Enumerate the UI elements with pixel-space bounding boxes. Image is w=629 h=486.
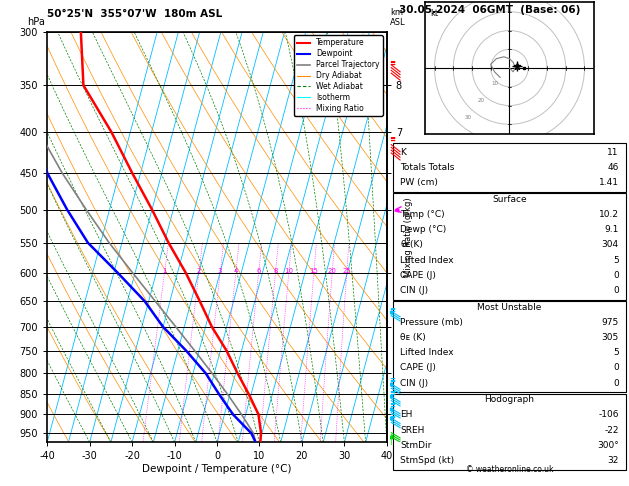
Text: 46: 46 [608,163,619,172]
Text: CAPE (J): CAPE (J) [400,271,436,280]
Text: |: | [390,436,393,445]
Text: LCL: LCL [394,436,409,445]
Text: 8: 8 [273,268,277,274]
Text: StmDir: StmDir [400,441,431,450]
Text: 15: 15 [309,268,318,274]
Text: ━: ━ [390,415,394,421]
Text: Lifted Index: Lifted Index [400,348,454,357]
Text: ◄: ◄ [393,205,399,214]
Text: SREH: SREH [400,426,425,434]
Legend: Temperature, Dewpoint, Parcel Trajectory, Dry Adiabat, Wet Adiabat, Isotherm, Mi: Temperature, Dewpoint, Parcel Trajectory… [294,35,383,116]
Text: 5: 5 [613,348,619,357]
Text: Lifted Index: Lifted Index [400,256,454,265]
Text: 9.1: 9.1 [604,226,619,234]
Text: 25: 25 [342,268,351,274]
Text: -106: -106 [598,411,619,419]
Text: © weatheronline.co.uk: © weatheronline.co.uk [465,465,554,474]
Text: 20: 20 [328,268,337,274]
Text: ━: ━ [390,412,394,418]
Text: θᴇ (K): θᴇ (K) [400,333,426,342]
Text: km
ASL: km ASL [390,8,406,28]
Text: CIN (J): CIN (J) [400,286,428,295]
Text: ━: ━ [390,391,394,398]
Text: 10: 10 [284,268,293,274]
Text: ━: ━ [390,59,394,65]
Text: Pressure (mb): Pressure (mb) [400,318,463,327]
Text: 975: 975 [601,318,619,327]
Text: 300°: 300° [597,441,619,450]
Text: ━: ━ [390,378,394,383]
Text: CAPE (J): CAPE (J) [400,364,436,372]
Text: Most Unstable: Most Unstable [477,303,542,312]
Text: 1.41: 1.41 [599,178,619,187]
Text: 0: 0 [613,364,619,372]
Text: 20: 20 [478,98,485,103]
Text: 32: 32 [608,456,619,465]
Text: Hodograph: Hodograph [484,395,535,404]
Text: 30.05.2024  06GMT  (Base: 06): 30.05.2024 06GMT (Base: 06) [399,4,581,15]
Text: Dewp (°C): Dewp (°C) [400,226,447,234]
X-axis label: Dewpoint / Temperature (°C): Dewpoint / Temperature (°C) [142,464,292,474]
Text: ━: ━ [390,309,394,314]
Text: PW (cm): PW (cm) [400,178,438,187]
Text: 305: 305 [601,333,619,342]
Text: K: K [400,148,406,157]
Text: -22: -22 [604,426,619,434]
Text: 50°25'N  355°07'W  180m ASL: 50°25'N 355°07'W 180m ASL [47,9,223,19]
Text: ━: ━ [390,388,394,395]
Text: ━: ━ [390,400,394,407]
Text: ━: ━ [390,138,394,143]
Text: EH: EH [400,411,413,419]
Text: ━: ━ [390,390,394,396]
Text: ━: ━ [390,62,394,68]
Text: ━: ━ [390,376,394,382]
Text: ━: ━ [390,379,394,385]
Text: kt: kt [430,9,438,18]
Text: StmSpd (kt): StmSpd (kt) [400,456,454,465]
Text: ━: ━ [390,414,394,420]
Text: Surface: Surface [492,195,527,204]
Text: 3: 3 [218,268,222,274]
Text: 304: 304 [602,241,619,249]
Text: 10.2: 10.2 [599,210,619,219]
FancyBboxPatch shape [393,143,626,192]
Text: 4: 4 [233,268,238,274]
FancyBboxPatch shape [393,394,626,469]
Text: 6: 6 [256,268,261,274]
Text: ━: ━ [390,306,394,312]
Text: 2: 2 [196,268,201,274]
Text: 30: 30 [465,115,472,120]
Text: 10: 10 [491,81,498,86]
Text: 0: 0 [613,271,619,280]
Text: ━: ━ [390,403,394,410]
Text: Mixing Ratio (g/kg): Mixing Ratio (g/kg) [404,197,413,277]
Text: θᴇ(K): θᴇ(K) [400,241,423,249]
Text: Totals Totals: Totals Totals [400,163,455,172]
Text: hPa: hPa [27,17,45,28]
Text: ━: ━ [390,307,394,313]
Text: Temp (°C): Temp (°C) [400,210,445,219]
Text: 1: 1 [162,268,167,274]
Text: ━: ━ [390,136,394,142]
Text: CIN (J): CIN (J) [400,379,428,388]
FancyBboxPatch shape [393,301,626,392]
Text: 5: 5 [613,256,619,265]
Text: ━: ━ [390,60,394,67]
Text: 11: 11 [608,148,619,157]
Text: 0: 0 [613,286,619,295]
FancyBboxPatch shape [393,193,626,300]
Text: ━: ━ [390,135,394,140]
Text: 0: 0 [613,379,619,388]
Text: ━: ━ [390,402,394,408]
